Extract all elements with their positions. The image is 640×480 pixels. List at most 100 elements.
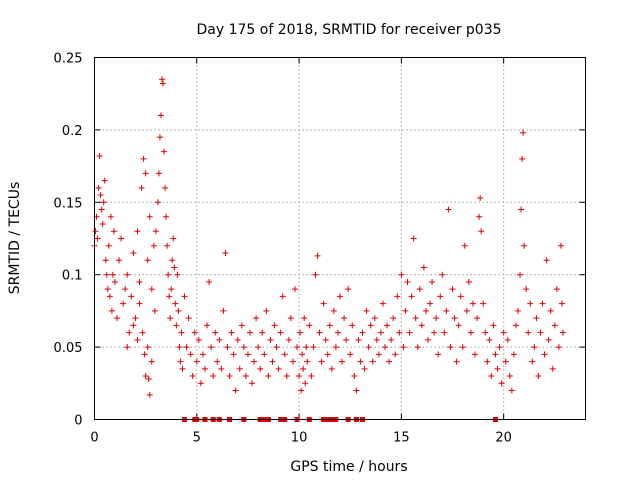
- data-point: [169, 257, 176, 264]
- data-point: [369, 358, 376, 365]
- data-point: [179, 365, 186, 372]
- data-point: [520, 129, 527, 136]
- data-point: [347, 351, 354, 358]
- data-point: [463, 307, 470, 314]
- data-point: [130, 322, 137, 329]
- data-point: [283, 373, 290, 380]
- data-point: [138, 184, 145, 191]
- data-point: [533, 315, 540, 322]
- data-point: [285, 336, 292, 343]
- data-point: [185, 315, 192, 322]
- y-tick-label: 0.25: [54, 52, 83, 67]
- data-point: [508, 387, 515, 394]
- data-point: [281, 351, 288, 358]
- data-point: [488, 373, 495, 380]
- data-point: [224, 344, 231, 351]
- data-point: [122, 286, 129, 293]
- data-point: [441, 329, 448, 336]
- data-point: [126, 329, 133, 336]
- data-point: [146, 391, 153, 398]
- x-tick-label: 0: [90, 431, 98, 446]
- data-point: [298, 387, 305, 394]
- data-point: [339, 358, 346, 365]
- data-point: [216, 336, 223, 343]
- data-point: [429, 278, 436, 285]
- data-point: [130, 249, 137, 256]
- data-point: [359, 329, 366, 336]
- data-point: [296, 373, 303, 380]
- data-point: [230, 351, 237, 358]
- data-point: [320, 300, 327, 307]
- data-point: [465, 278, 472, 285]
- data-point: [105, 242, 112, 249]
- data-point: [343, 336, 350, 343]
- data-point: [92, 228, 99, 235]
- data-point: [512, 322, 519, 329]
- data-point: [162, 184, 169, 191]
- data-point: [557, 242, 564, 249]
- data-point: [521, 242, 528, 249]
- data-point: [543, 257, 550, 264]
- grid-lines: [94, 57, 586, 420]
- data-point: [232, 387, 239, 394]
- data-point: [175, 307, 182, 314]
- data-point: [390, 315, 397, 322]
- data-point: [330, 307, 337, 314]
- data-point: [537, 329, 544, 336]
- data-point: [457, 293, 464, 300]
- data-point: [208, 344, 215, 351]
- data-point: [240, 344, 247, 351]
- data-point: [341, 315, 348, 322]
- data-point: [474, 315, 481, 322]
- chart-title: Day 175 of 2018, SRMTID for receiver p03…: [196, 22, 501, 38]
- data-point: [178, 329, 185, 336]
- data-point: [150, 242, 157, 249]
- data-point: [553, 286, 560, 293]
- data-point: [136, 278, 143, 285]
- data-point: [100, 199, 107, 206]
- data-point: [228, 329, 235, 336]
- data-point: [97, 192, 104, 199]
- data-point: [299, 351, 306, 358]
- data-point: [107, 213, 114, 220]
- data-point: [218, 365, 225, 372]
- data-point: [101, 177, 108, 184]
- data-point: [257, 365, 264, 372]
- data-point: [500, 329, 507, 336]
- data-point: [142, 170, 149, 177]
- data-point: [322, 336, 329, 343]
- data-point: [273, 344, 280, 351]
- data-point: [529, 358, 536, 365]
- data-point: [386, 358, 393, 365]
- plot-frame: [94, 57, 586, 420]
- data-point: [377, 329, 384, 336]
- data-point: [275, 365, 282, 372]
- data-point: [220, 307, 227, 314]
- data-point: [171, 264, 178, 271]
- data-point: [486, 336, 493, 343]
- data-point: [94, 235, 101, 242]
- data-point: [199, 351, 206, 358]
- data-point: [269, 358, 276, 365]
- data-point: [373, 336, 380, 343]
- data-point: [139, 329, 146, 336]
- data-point: [453, 358, 460, 365]
- data-point: [451, 315, 458, 322]
- data-point: [531, 344, 538, 351]
- data-point: [155, 170, 162, 177]
- data-point: [514, 307, 521, 314]
- data-point: [484, 358, 491, 365]
- data-point: [316, 329, 323, 336]
- data-point: [128, 293, 135, 300]
- data-point: [388, 336, 395, 343]
- data-point: [345, 286, 352, 293]
- data-point: [349, 322, 356, 329]
- data-point: [98, 206, 105, 213]
- data-point: [176, 344, 183, 351]
- data-point: [379, 300, 386, 307]
- data-point: [134, 336, 141, 343]
- data-point: [238, 322, 245, 329]
- data-point: [476, 213, 483, 220]
- data-point: [494, 365, 501, 372]
- data-point: [161, 148, 168, 155]
